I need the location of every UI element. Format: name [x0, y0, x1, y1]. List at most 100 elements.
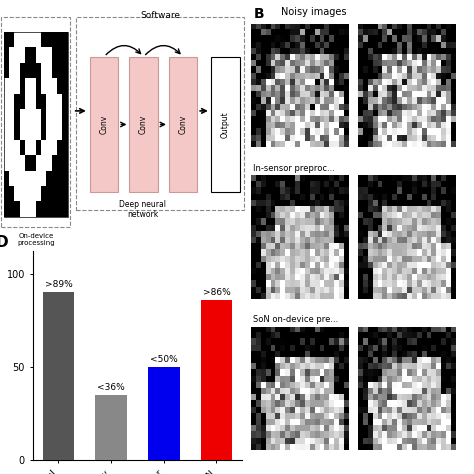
Bar — [36, 155, 41, 171]
Bar — [14, 63, 20, 78]
Bar — [30, 47, 36, 63]
Bar — [36, 94, 41, 109]
Bar — [57, 186, 63, 201]
Bar — [4, 109, 9, 125]
Bar — [57, 78, 63, 94]
Bar — [57, 155, 63, 171]
Bar — [41, 155, 46, 171]
Bar — [25, 140, 30, 155]
Bar — [20, 186, 25, 201]
Bar — [57, 125, 63, 140]
Bar — [30, 63, 36, 78]
Text: Output: Output — [221, 111, 230, 138]
Bar — [4, 125, 9, 140]
Bar — [63, 201, 68, 217]
Bar — [52, 201, 57, 217]
Bar — [148, 367, 180, 460]
Bar — [46, 109, 52, 125]
Bar — [76, 17, 244, 210]
Bar — [30, 155, 36, 171]
Bar — [57, 201, 63, 217]
Bar — [41, 201, 46, 217]
Bar — [20, 125, 25, 140]
Bar — [30, 125, 36, 140]
Bar — [4, 186, 9, 201]
Bar — [63, 186, 68, 201]
Text: Noisy images: Noisy images — [281, 7, 346, 17]
Text: On-device
processing: On-device processing — [18, 233, 55, 246]
Bar — [41, 125, 46, 140]
Bar — [30, 32, 36, 47]
Bar — [36, 186, 41, 201]
Bar — [9, 109, 14, 125]
Bar — [46, 171, 52, 186]
Bar — [4, 32, 9, 47]
Bar — [57, 63, 63, 78]
Text: Software: Software — [140, 11, 180, 20]
Bar — [63, 32, 68, 47]
Bar — [63, 47, 68, 63]
Bar — [57, 32, 63, 47]
Text: <50%: <50% — [150, 355, 178, 364]
Text: D: D — [0, 235, 8, 249]
Bar — [30, 94, 36, 109]
Bar — [20, 171, 25, 186]
Bar — [25, 47, 30, 63]
Bar — [9, 63, 14, 78]
Bar — [25, 125, 30, 140]
Bar — [4, 47, 9, 63]
Bar — [36, 47, 41, 63]
Bar — [41, 171, 46, 186]
Bar — [30, 109, 36, 125]
Bar — [9, 201, 14, 217]
Bar — [46, 32, 52, 47]
Text: Conv: Conv — [139, 115, 148, 134]
Bar — [30, 140, 36, 155]
Bar — [43, 292, 74, 460]
Bar — [9, 32, 14, 47]
Bar — [9, 78, 14, 94]
Bar — [41, 140, 46, 155]
Text: >86%: >86% — [202, 288, 230, 297]
Text: B: B — [253, 7, 264, 21]
Bar — [25, 32, 30, 47]
Bar — [41, 186, 46, 201]
Bar — [9, 94, 14, 109]
Bar — [46, 125, 52, 140]
Bar — [36, 140, 41, 155]
Bar — [63, 140, 68, 155]
Bar — [4, 94, 9, 109]
Bar — [46, 94, 52, 109]
Bar — [14, 155, 20, 171]
Bar — [41, 32, 46, 47]
Bar — [25, 94, 30, 109]
Bar — [63, 155, 68, 171]
Bar — [20, 140, 25, 155]
Y-axis label: Accuracy (%): Accuracy (%) — [0, 323, 1, 388]
Bar — [46, 201, 52, 217]
Bar — [20, 78, 25, 94]
Bar — [41, 78, 46, 94]
Bar — [4, 32, 68, 217]
Bar — [14, 32, 20, 47]
Bar — [9, 171, 14, 186]
Bar — [9, 186, 14, 201]
Bar — [41, 47, 46, 63]
Bar — [14, 94, 20, 109]
Text: SoN on-device pre...: SoN on-device pre... — [253, 315, 338, 324]
Bar — [20, 63, 25, 78]
Bar — [4, 201, 9, 217]
Bar — [14, 171, 20, 186]
Text: <36%: <36% — [97, 383, 125, 392]
Bar — [41, 63, 46, 78]
Bar — [46, 155, 52, 171]
Bar — [14, 78, 20, 94]
Bar — [63, 78, 68, 94]
Bar — [36, 78, 41, 94]
Bar — [46, 186, 52, 201]
Bar — [63, 94, 68, 109]
Bar — [25, 63, 30, 78]
Bar — [52, 140, 57, 155]
Bar — [36, 32, 41, 47]
Bar — [57, 94, 63, 109]
